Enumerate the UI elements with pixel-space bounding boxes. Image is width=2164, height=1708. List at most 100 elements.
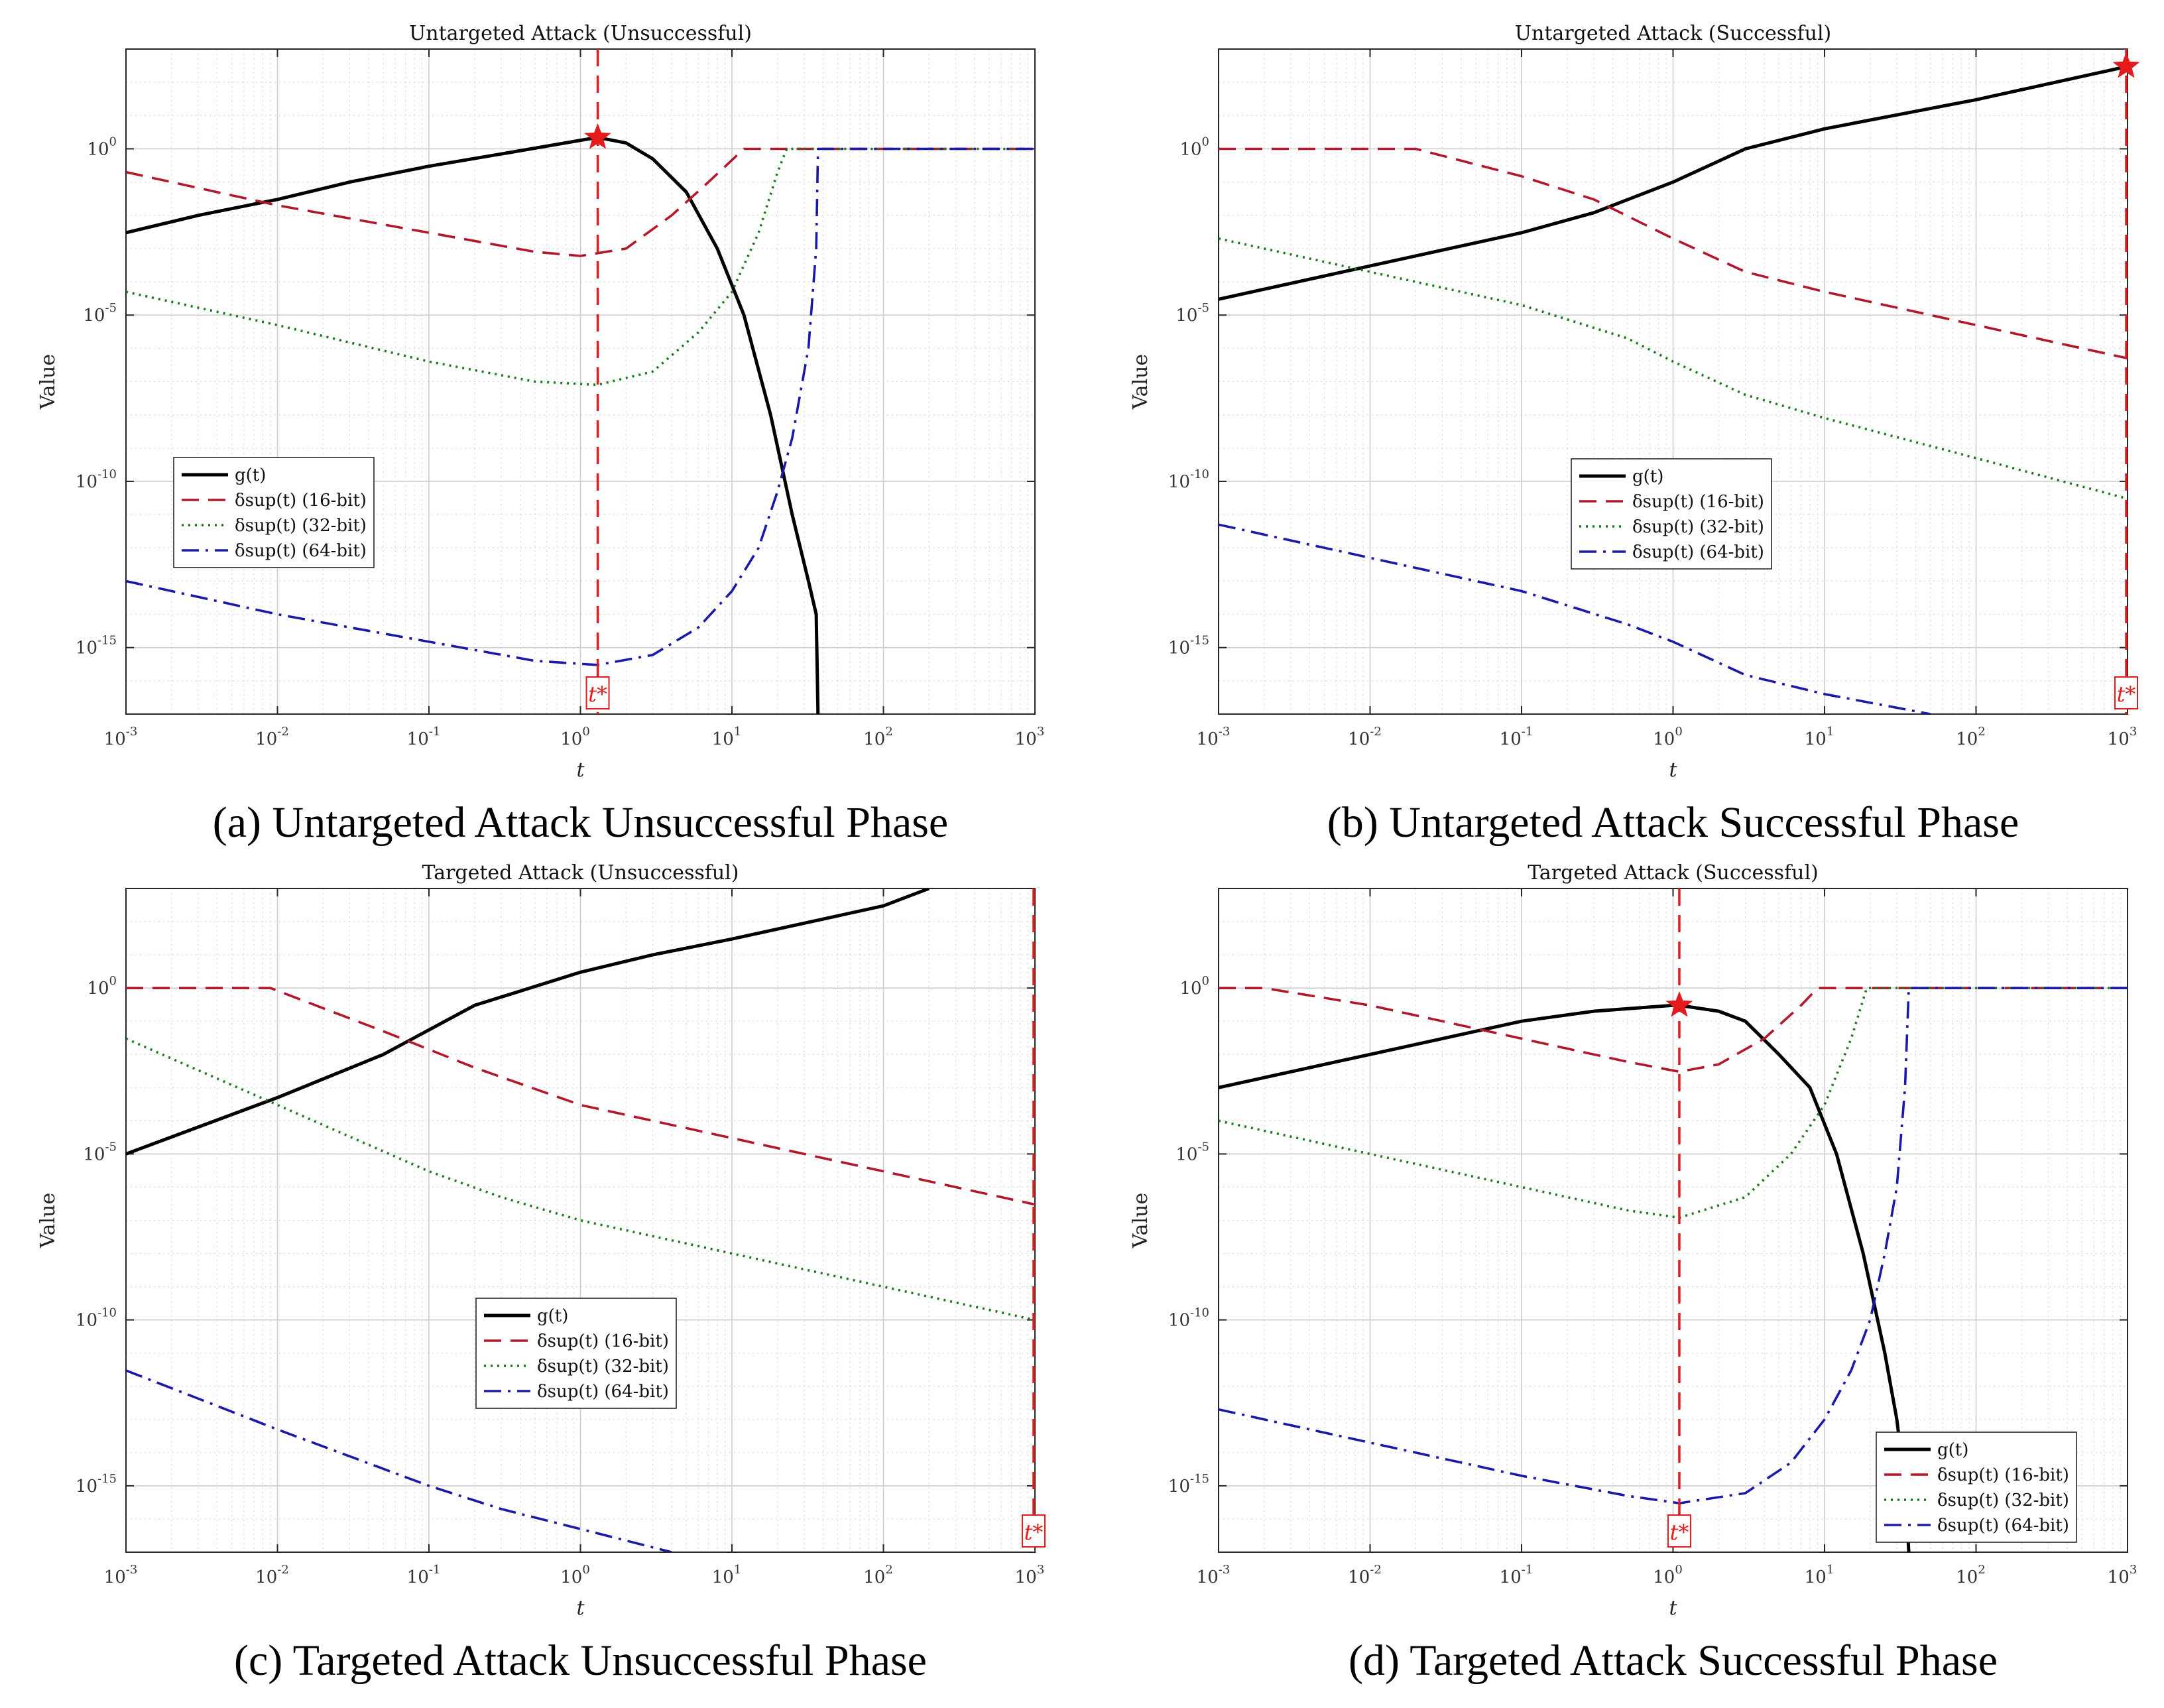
x-tick-base: 10 bbox=[1500, 1567, 1522, 1587]
chart-panel-0: 10-3 10-2 10-1 100 101 102 10310010-510-1010-1… bbox=[36, 22, 1044, 847]
series-line-d64 bbox=[126, 1369, 672, 1552]
y-tick-exponent: -5 bbox=[1197, 301, 1209, 315]
y-tick-label: 10-10 bbox=[1168, 467, 1209, 492]
y-tick-base: 10 bbox=[83, 306, 105, 326]
chart-title: Untargeted Attack (Successful) bbox=[1515, 22, 1832, 45]
x-tick-base: 10 bbox=[104, 729, 126, 749]
x-tick-base: 10 bbox=[255, 1567, 277, 1587]
y-tick-base: 10 bbox=[83, 1144, 105, 1164]
tick-marks bbox=[1218, 49, 2128, 714]
x-tick-exponent: 3 bbox=[1037, 1563, 1044, 1577]
x-tick-exponent: 3 bbox=[2130, 1563, 2137, 1577]
y-tick-base: 10 bbox=[1168, 639, 1190, 658]
y-axis-label: Value bbox=[36, 1193, 60, 1249]
x-tick-label: 10-2 bbox=[1348, 725, 1382, 749]
x-axis-label: t bbox=[576, 759, 585, 782]
series-line-d16 bbox=[1219, 987, 2128, 1073]
y-tick-exponent: 0 bbox=[109, 135, 117, 149]
y-tick-label: 10-5 bbox=[1175, 1140, 1209, 1164]
tstar-box bbox=[1667, 1514, 1691, 1548]
y-tick-label: 100 bbox=[87, 974, 117, 999]
tstar-box bbox=[2114, 676, 2138, 709]
x-tick-label: 102 bbox=[1956, 1563, 1986, 1587]
y-tick-base: 10 bbox=[1175, 1144, 1197, 1164]
x-tick-exponent: -1 bbox=[1522, 725, 1533, 739]
x-tick-label: 10-2 bbox=[255, 1563, 289, 1587]
x-tick-exponent: 1 bbox=[734, 1563, 741, 1577]
x-tick-base: 10 bbox=[1015, 729, 1037, 749]
tstar-label: t* bbox=[1024, 1520, 1044, 1545]
legend-label-g: g(t) bbox=[1632, 467, 1663, 487]
x-tick-exponent: 2 bbox=[1978, 1563, 1985, 1577]
peak-star-marker bbox=[2112, 52, 2140, 78]
series-line-d16 bbox=[126, 147, 1035, 257]
x-tick-base: 10 bbox=[712, 729, 734, 749]
x-tick-base: 10 bbox=[2108, 729, 2130, 749]
x-tick-label: 102 bbox=[1956, 725, 1986, 749]
series-line-d64 bbox=[1219, 523, 1931, 714]
plot-lines bbox=[1219, 64, 2128, 714]
y-tick-exponent: -5 bbox=[105, 1140, 117, 1154]
x-tick-label: 101 bbox=[1805, 725, 1834, 749]
y-tick-exponent: -10 bbox=[97, 467, 117, 481]
y-tick-label: 10-15 bbox=[76, 1472, 117, 1496]
x-tick-base: 10 bbox=[1500, 729, 1522, 749]
x-tick-label: 100 bbox=[1653, 725, 1683, 749]
series-line-g bbox=[126, 888, 930, 1156]
x-tick-label: 101 bbox=[712, 1563, 742, 1587]
x-tick-base: 10 bbox=[407, 1567, 429, 1587]
x-tick-exponent: -2 bbox=[277, 1563, 289, 1577]
x-tick-label: 103 bbox=[2108, 725, 2137, 749]
y-tick-label: 10-15 bbox=[76, 634, 117, 658]
y-tick-base: 10 bbox=[1168, 1311, 1190, 1331]
legend-label-d64: δsup(t) (64-bit) bbox=[1937, 1516, 2069, 1536]
x-tick-base: 10 bbox=[104, 1567, 126, 1587]
plot-lines bbox=[126, 888, 1035, 1552]
chart-title: Targeted Attack (Unsuccessful) bbox=[422, 861, 739, 884]
x-tick-label: 102 bbox=[863, 725, 893, 749]
x-tick-base: 10 bbox=[407, 729, 429, 749]
series-line-g bbox=[1219, 1003, 1911, 1552]
tstar-label: t* bbox=[2117, 682, 2136, 707]
y-tick-label: 100 bbox=[87, 135, 117, 159]
x-tick-exponent: 2 bbox=[885, 1563, 892, 1577]
x-tick-label: 10-1 bbox=[1500, 1563, 1533, 1587]
x-tick-exponent: -1 bbox=[429, 725, 441, 739]
legend-label-d32: δsup(t) (32-bit) bbox=[537, 1357, 669, 1376]
legend-label-g: g(t) bbox=[537, 1306, 568, 1326]
legend-label-d32: δsup(t) (32-bit) bbox=[1937, 1491, 2069, 1510]
x-tick-exponent: -3 bbox=[126, 725, 138, 739]
y-axis-label: Value bbox=[36, 354, 60, 410]
x-tick-exponent: 2 bbox=[885, 725, 892, 739]
y-axis-label: Value bbox=[1129, 1193, 1152, 1249]
x-tick-base: 10 bbox=[1197, 1567, 1219, 1587]
peak-star-marker bbox=[1665, 991, 1693, 1017]
legend: g(t) δsup(t) (16-bit) δsup(t) (32-bit) δsup… bbox=[1571, 458, 1772, 570]
x-tick-exponent: -1 bbox=[1522, 1563, 1533, 1577]
x-tick-label: 100 bbox=[560, 725, 590, 749]
y-tick-base: 10 bbox=[1168, 472, 1190, 492]
x-tick-label: 103 bbox=[1015, 1563, 1045, 1587]
x-tick-label: 10-2 bbox=[1348, 1563, 1382, 1587]
x-tick-label: 10-1 bbox=[1500, 725, 1533, 749]
x-axis-label: t bbox=[576, 1597, 585, 1620]
x-tick-base: 10 bbox=[1348, 729, 1370, 749]
x-tick-label: 10-2 bbox=[255, 725, 289, 749]
y-tick-label: 100 bbox=[1179, 135, 1209, 159]
tstar-box bbox=[1022, 1514, 1046, 1548]
y-tick-label: 10-10 bbox=[76, 467, 117, 492]
x-tick-base: 10 bbox=[1348, 1567, 1370, 1587]
x-axis-label: t bbox=[1669, 1597, 1677, 1620]
x-tick-exponent: 3 bbox=[2130, 725, 2137, 739]
legend-label-d64: δsup(t) (64-bit) bbox=[537, 1382, 669, 1402]
y-tick-exponent: -5 bbox=[1197, 1140, 1209, 1154]
y-tick-exponent: -15 bbox=[1190, 1472, 1209, 1486]
y-tick-exponent: -15 bbox=[1190, 634, 1209, 648]
x-axis-label: t bbox=[1669, 759, 1677, 782]
y-tick-base: 10 bbox=[76, 1311, 97, 1331]
legend-label-g: g(t) bbox=[235, 465, 266, 485]
series-line-d64 bbox=[1219, 987, 2128, 1504]
subfigure-caption: (a) Untargeted Attack Unsuccessful Phase bbox=[213, 798, 948, 847]
chart-panel-1: 10-3 10-2 10-1 100 101 102 10310010-510-1010-1… bbox=[1129, 22, 2140, 847]
x-tick-base: 10 bbox=[1956, 729, 1978, 749]
